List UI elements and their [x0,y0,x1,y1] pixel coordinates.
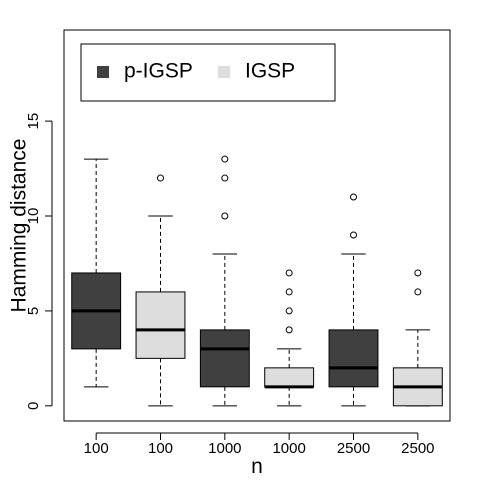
x-tick-label: 1000 [208,440,241,457]
x-axis-label: n [251,455,263,478]
x-tick-label: 100 [148,440,173,457]
box-group [328,193,379,407]
x-tick-label: 1000 [272,440,305,457]
outlier-point [414,269,422,277]
x-axis: 100 100 1000 1000 2500 2500 [84,432,435,457]
outlier-point [285,326,293,334]
y-tick-label: 0 [25,402,42,410]
y-tick-label: 5 [25,307,42,315]
outlier-point [221,174,229,182]
y-axis-label: Hamming distance [8,139,31,313]
box-body [328,329,379,388]
box-group [264,269,315,407]
outlier-point [221,212,229,220]
y-tick-label: 15 [25,113,42,130]
legend: p-IGSP IGSP [80,43,336,102]
y-axis: 0 5 10 15 [25,113,53,410]
box-body [135,291,186,359]
legend-label: p-IGSP [124,60,193,83]
box-group [199,155,250,407]
box-body [264,367,315,388]
outlier-point [414,288,422,296]
box-group [135,174,186,407]
outlier-point [350,193,357,201]
x-tick-label: 100 [84,440,109,457]
outlier-point [157,174,164,182]
outlier-point [285,307,293,315]
y-tick-label: 10 [25,208,42,225]
legend-box [80,43,336,102]
legend-swatch [97,66,109,78]
x-tick-label: 2500 [337,440,370,457]
box-body [199,329,250,388]
outlier-point [285,288,293,296]
outlier-point [350,231,357,239]
outlier-point [285,269,293,277]
boxes-layer [71,155,443,407]
box-group [71,158,122,388]
x-tick-label: 2500 [401,440,434,457]
legend-swatch [218,66,230,78]
outlier-point [221,155,229,163]
legend-label: IGSP [245,60,295,83]
plot-frame [63,29,451,422]
box-group [392,269,443,407]
